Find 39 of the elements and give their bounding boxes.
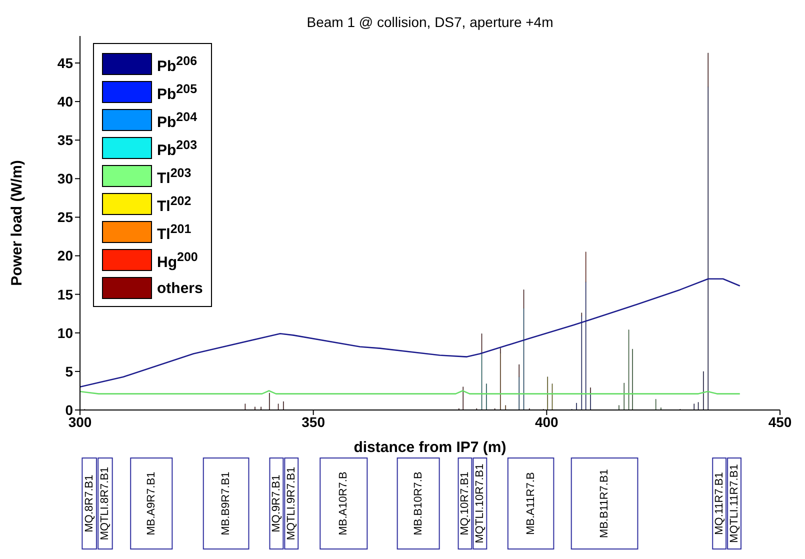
y-tick-label: 30: [57, 170, 74, 187]
legend-label: Pb$^{205}$: [157, 82, 198, 102]
y-tick-label: 0: [65, 402, 74, 418]
x-tick-label: 450: [768, 414, 792, 430]
y-tick-label: 5: [65, 363, 74, 380]
legend-label: Pb$^{203}$: [157, 138, 198, 158]
y-tick-label: 15: [57, 286, 74, 302]
legend-label: Tl$^{202}$: [157, 194, 192, 214]
legend-label: Tl$^{201}$: [157, 222, 192, 242]
text: MQ.9R7.B1: [270, 474, 282, 532]
y-tick-label: 25: [57, 209, 74, 226]
legend-label: others: [157, 280, 203, 296]
text: MQ.10R7.B1: [459, 472, 471, 536]
y-tick-label: 45: [57, 54, 74, 71]
legend-label: Pb$^{204}$: [157, 110, 198, 130]
legend-label: Tl$^{203}$: [157, 166, 192, 186]
legend-label: Hg$^{200}$: [157, 250, 198, 270]
x-tick-label: 400: [534, 414, 559, 430]
text: MQTLI.9R7.B1: [285, 466, 298, 540]
text: MB.B11R7.B1: [598, 469, 611, 538]
y-tick-label: 40: [57, 94, 74, 110]
text: MQ.8R7.B1: [83, 474, 96, 532]
y-tick-label: 35: [57, 132, 74, 148]
text: MB.A9R7.B1: [145, 472, 158, 536]
text: MQTLI.10R7.B1: [474, 464, 486, 544]
y-axis-title: Power load (W/m): [8, 160, 26, 286]
text: MQ.11R7.B1: [713, 472, 726, 535]
y-tick-label: 10: [57, 324, 74, 341]
text: MQTLI.8R7.B1: [99, 466, 112, 540]
y-tick-label: 20: [57, 248, 74, 264]
text: MB.B9R7.B1: [220, 472, 232, 536]
x-tick-label: 350: [302, 414, 326, 430]
text: MB.B10R7.B: [412, 472, 424, 536]
x-axis-title: distance from IP7 (m): [354, 439, 506, 456]
chart-title: Beam 1 @ collision, DS7, aperture +4m: [306, 14, 554, 30]
text: MQTLI.11R7.B1: [728, 464, 740, 543]
legend-label: Pb$^{206}$: [157, 54, 198, 74]
text: MB.A10R7.B: [338, 472, 350, 536]
text: MB.A11R7.B: [524, 472, 537, 535]
